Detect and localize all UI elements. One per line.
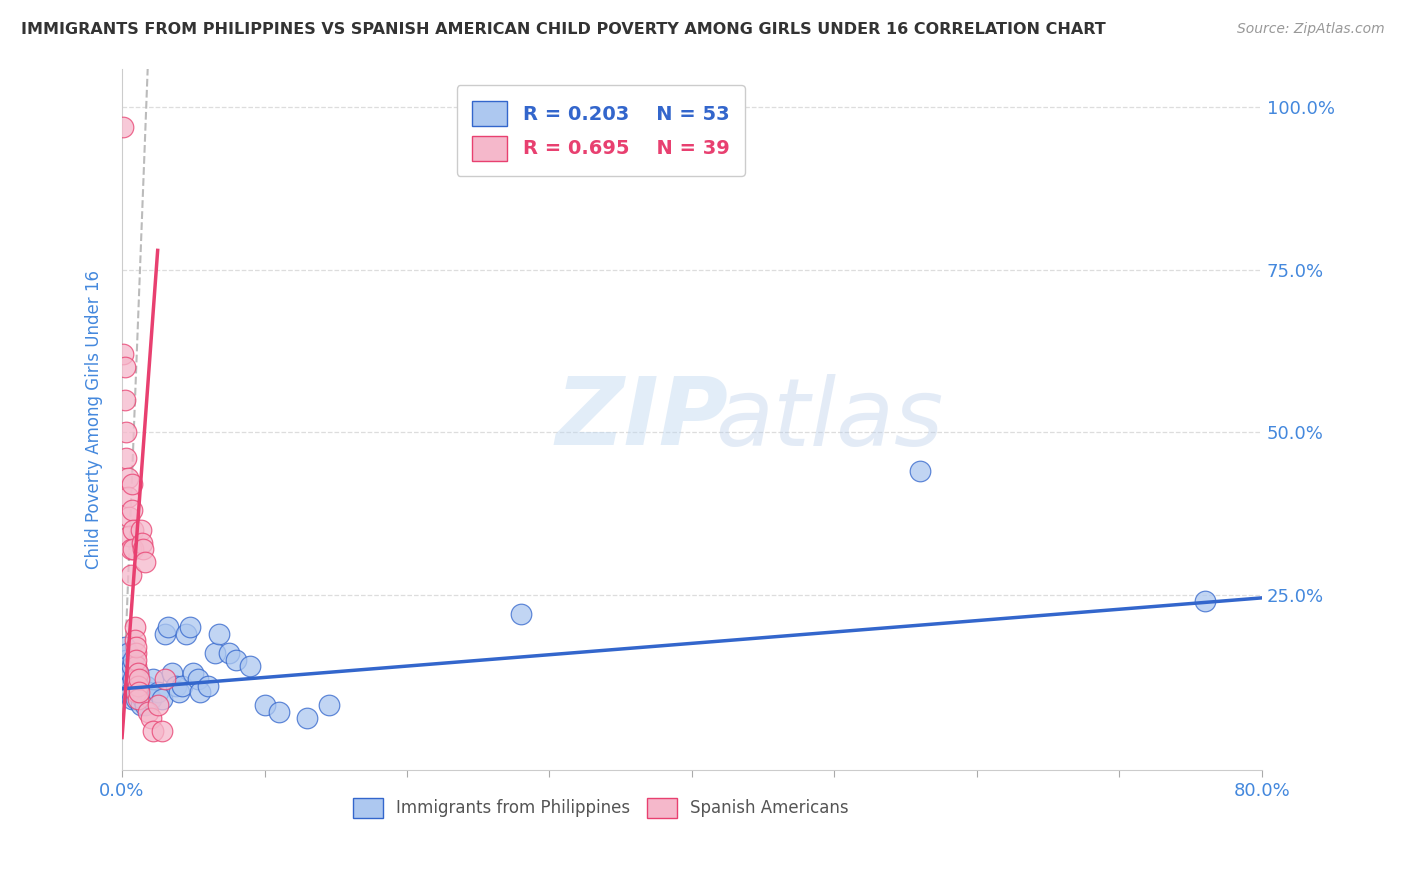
Point — [120, 665, 142, 680]
Point — [128, 679, 150, 693]
Text: ZIP: ZIP — [555, 373, 728, 466]
Point — [112, 347, 135, 361]
Point — [1194, 594, 1216, 608]
Point — [187, 672, 209, 686]
Point — [118, 672, 141, 686]
Y-axis label: Child Poverty Among Girls Under 16: Child Poverty Among Girls Under 16 — [86, 269, 103, 569]
Point — [179, 620, 201, 634]
Text: Source: ZipAtlas.com: Source: ZipAtlas.com — [1237, 22, 1385, 37]
Point — [124, 679, 146, 693]
Point — [129, 698, 152, 712]
Point — [142, 672, 165, 686]
Point — [118, 529, 141, 543]
Point — [136, 685, 159, 699]
Point — [118, 679, 141, 693]
Point — [150, 691, 173, 706]
Point — [114, 360, 136, 375]
Point — [128, 685, 150, 699]
Text: IMMIGRANTS FROM PHILIPPINES VS SPANISH AMERICAN CHILD POVERTY AMONG GIRLS UNDER : IMMIGRANTS FROM PHILIPPINES VS SPANISH A… — [21, 22, 1107, 37]
Point — [136, 705, 159, 719]
Point — [225, 652, 247, 666]
Point — [117, 471, 139, 485]
Point — [115, 451, 138, 466]
Point — [125, 691, 148, 706]
Point — [122, 542, 145, 557]
Point — [125, 659, 148, 673]
Point — [131, 685, 153, 699]
Point — [125, 640, 148, 654]
Point — [120, 568, 142, 582]
Point — [239, 659, 262, 673]
Point — [253, 698, 276, 712]
Point — [174, 626, 197, 640]
Point — [117, 490, 139, 504]
Point — [267, 705, 290, 719]
Point — [208, 626, 231, 640]
Point — [120, 685, 142, 699]
Point — [204, 646, 226, 660]
Point — [153, 672, 176, 686]
Point — [139, 711, 162, 725]
Point — [132, 691, 155, 706]
Point — [134, 698, 156, 712]
Point — [150, 724, 173, 739]
Point — [146, 685, 169, 699]
Point — [297, 711, 319, 725]
Point — [181, 665, 204, 680]
Point — [125, 652, 148, 666]
Point — [190, 685, 212, 699]
Point — [197, 679, 219, 693]
Point — [115, 425, 138, 440]
Point — [128, 672, 150, 686]
Point — [135, 679, 157, 693]
Point — [122, 672, 145, 686]
Point — [218, 646, 240, 660]
Point — [146, 698, 169, 712]
Point — [115, 665, 138, 680]
Point — [129, 523, 152, 537]
Legend: Immigrants from Philippines, Spanish Americans: Immigrants from Philippines, Spanish Ame… — [346, 791, 855, 825]
Point — [125, 672, 148, 686]
Point — [125, 672, 148, 686]
Point — [121, 659, 143, 673]
Text: atlas: atlas — [714, 374, 943, 465]
Point — [908, 464, 931, 478]
Point — [125, 646, 148, 660]
Point — [510, 607, 533, 621]
Point — [124, 620, 146, 634]
Point — [127, 665, 149, 680]
Point — [122, 523, 145, 537]
Point — [139, 691, 162, 706]
Point — [127, 665, 149, 680]
Point — [318, 698, 340, 712]
Point — [118, 509, 141, 524]
Point — [115, 652, 138, 666]
Point — [125, 685, 148, 699]
Point — [127, 679, 149, 693]
Point — [124, 633, 146, 648]
Point — [114, 640, 136, 654]
Point — [127, 691, 149, 706]
Point — [131, 535, 153, 549]
Point — [153, 626, 176, 640]
Point — [160, 665, 183, 680]
Point — [121, 691, 143, 706]
Point — [121, 477, 143, 491]
Point — [121, 503, 143, 517]
Point — [120, 542, 142, 557]
Point — [156, 620, 179, 634]
Point — [114, 392, 136, 407]
Point — [167, 685, 190, 699]
Point — [117, 646, 139, 660]
Point — [134, 555, 156, 569]
Point — [170, 679, 193, 693]
Point — [122, 652, 145, 666]
Point — [132, 542, 155, 557]
Point — [117, 659, 139, 673]
Point — [165, 679, 187, 693]
Point — [142, 724, 165, 739]
Point — [124, 685, 146, 699]
Point — [112, 120, 135, 134]
